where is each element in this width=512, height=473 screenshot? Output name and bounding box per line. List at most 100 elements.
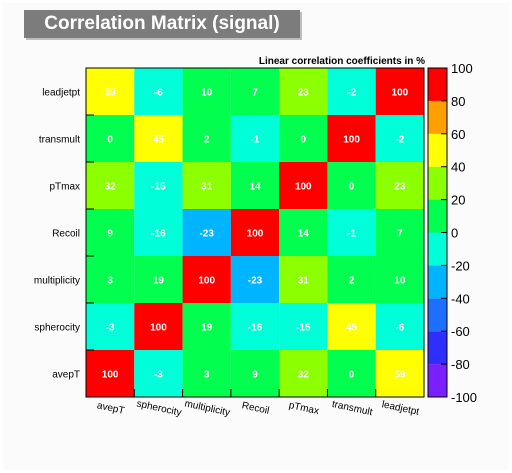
cell-value-label: 23: [394, 182, 406, 193]
cell-value-label: 10: [201, 88, 213, 99]
cell-value-label: 100: [295, 182, 312, 193]
cell-value-label: 14: [298, 229, 310, 240]
y-tick-label: transmult: [39, 135, 80, 146]
cell-value-label: 0: [349, 182, 355, 193]
heatmap-cell: [327, 350, 376, 397]
plot-border: [85, 67, 425, 398]
cell-value-label: 59: [394, 370, 406, 381]
colorbar-tick-label: -60: [451, 324, 470, 339]
heatmap-cell: [375, 303, 424, 350]
cell-value-label: 100: [150, 323, 167, 334]
heatmap-cell: [182, 162, 231, 209]
heatmap-cell: [230, 68, 280, 115]
x-tick-label: pTmax: [288, 400, 320, 417]
heatmap-cell: [86, 256, 135, 303]
cell-value-label: 3: [204, 370, 210, 381]
cell-value-label: -6: [395, 323, 404, 334]
colorbar-tick-label: 80: [451, 94, 465, 109]
colorbar-segment: [428, 232, 447, 266]
heatmap-cell: [86, 162, 135, 209]
colorbar-tick-label: 100: [451, 61, 473, 76]
heatmap-cell: [230, 303, 280, 350]
heatmap-cell: [279, 115, 328, 162]
heatmap-cell: [134, 209, 183, 256]
cell-value-label: 100: [198, 276, 215, 287]
colorbar-tick-label: 60: [451, 127, 465, 142]
cell-value-label: 31: [298, 276, 310, 287]
y-tick-label: spherocity: [34, 323, 80, 334]
heatmap-cell: [182, 115, 231, 162]
y-tick-label: pTmax: [49, 182, 80, 193]
heatmap-cell: [86, 303, 135, 350]
heatmap-cell: [327, 303, 376, 350]
heatmap-cell: [279, 209, 328, 256]
heatmap-cell: [375, 350, 424, 397]
colorbar-tick-label: 20: [451, 193, 465, 208]
cell-value-label: -3: [106, 323, 115, 334]
colorbar-tick-label: -100: [451, 390, 477, 405]
cell-value-label: -1: [347, 229, 356, 240]
colorbar-segment: [428, 298, 447, 332]
heatmap-cell: [230, 209, 280, 256]
cell-value-label: 2: [204, 135, 210, 146]
cell-value-label: -23: [199, 229, 214, 240]
cell-value-label: -15: [151, 182, 166, 193]
cell-value-label: -23: [248, 276, 263, 287]
chart-title: Correlation Matrix (signal): [44, 13, 280, 34]
heatmap-cell: [182, 68, 231, 115]
y-tick-label: avepT: [52, 370, 80, 381]
cell-value-label: 0: [349, 370, 355, 381]
heatmap-cell: [327, 209, 376, 256]
colorbar-segment: [428, 100, 447, 134]
cell-value-label: 100: [247, 229, 264, 240]
x-tick-label: leadjetpt: [381, 399, 420, 418]
title-box: Correlation Matrix (signal): [24, 10, 300, 38]
cell-value-label: 19: [153, 276, 165, 287]
cell-value-label: -6: [154, 88, 163, 99]
heatmap-cell: [134, 303, 183, 350]
cell-value-label: 7: [252, 88, 258, 99]
heatmap-cell: [230, 256, 280, 303]
cell-value-label: 0: [301, 135, 307, 146]
x-tick-label: spherocity: [136, 398, 183, 418]
y-tick-label: leadjetpt: [42, 88, 80, 99]
x-tick-label: Recoil: [241, 400, 270, 417]
cell-value-label: -16: [151, 229, 166, 240]
colorbar-segment: [428, 364, 447, 397]
heatmap-cell: [279, 256, 328, 303]
heatmap-cell: [134, 68, 183, 115]
heatmap-cell: [134, 256, 183, 303]
heatmap-cell: [182, 350, 231, 397]
heatmap-cell: [279, 68, 328, 115]
heatmap-cell: [230, 350, 280, 397]
heatmap-cell: [86, 350, 135, 397]
cell-value-label: 10: [394, 276, 406, 287]
heatmap-cell: [86, 209, 135, 256]
cell-value-label: 100: [102, 370, 119, 381]
x-tick-label: multiplicity: [184, 398, 231, 418]
heatmap-cell: [134, 350, 183, 397]
cell-value-label: 31: [201, 182, 213, 193]
cell-value-label: -2: [347, 88, 356, 99]
y-tick-label: Recoil: [52, 229, 80, 240]
cell-value-label: 2: [349, 276, 355, 287]
cell-value-label: 9: [107, 229, 113, 240]
heatmap-cell: [86, 115, 135, 162]
heatmap-cell: [134, 115, 183, 162]
cell-value-label: 3: [107, 276, 113, 287]
heatmap-cell: [279, 350, 328, 397]
colorbar-segment: [428, 331, 447, 365]
heatmap-cell: [279, 162, 328, 209]
heatmap-cell: [230, 162, 280, 209]
heatmap-cell: [134, 162, 183, 209]
x-tick-label: transmult: [331, 399, 374, 418]
heatmap-cell: [182, 209, 231, 256]
cell-value-label: 14: [249, 182, 261, 193]
cell-value-label: 100: [392, 88, 409, 99]
heatmap-cell: [182, 303, 231, 350]
heatmap-cell: [327, 68, 376, 115]
cell-value-label: -15: [296, 323, 311, 334]
colorbar-segment: [428, 133, 447, 167]
